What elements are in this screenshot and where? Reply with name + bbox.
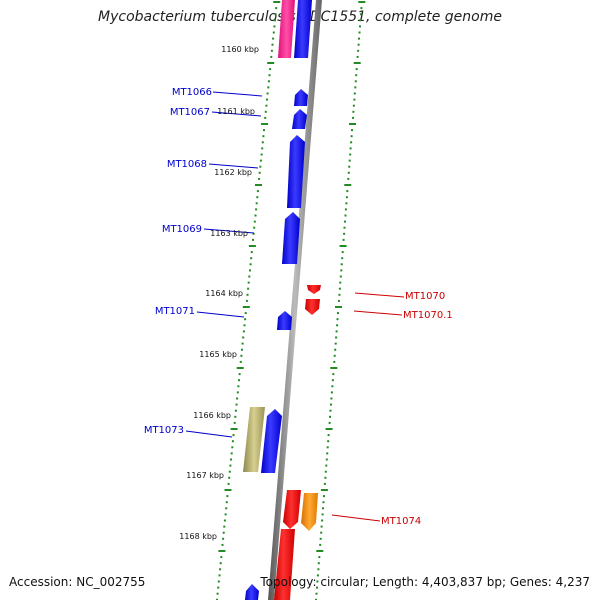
connector-mt1069 — [203, 228, 255, 234]
gene-label-mt1070[interactable]: MT1070 — [405, 291, 445, 302]
feature-magenta — [278, 0, 295, 58]
feature-blue-top — [294, 0, 312, 58]
gene-mt1068-shape — [287, 135, 305, 208]
gene-label-mt1067[interactable]: MT1067 — [170, 107, 210, 118]
gene-mt1071-shape — [277, 311, 292, 330]
gene-mt1067-shape — [292, 109, 307, 129]
tick-label-1162: 1162 kbp — [214, 168, 252, 177]
gene-mt1073-shape — [261, 409, 282, 473]
gene-mt1074-shape — [301, 493, 318, 531]
feature-olive — [243, 407, 265, 472]
gene-label-mt1073[interactable]: MT1073 — [144, 425, 184, 436]
tick-label-1161: 1161 kbp — [217, 107, 255, 116]
label-connectors — [185, 91, 405, 522]
gene-mt1070-1-shape — [305, 299, 320, 315]
gene-label-mt1070-1[interactable]: MT1070.1 — [403, 310, 453, 321]
tick-label-1165: 1165 kbp — [199, 350, 237, 359]
gene-mt1070-shape — [307, 285, 321, 294]
forward-strand-features — [243, 0, 312, 600]
connector-mt1067 — [211, 111, 262, 117]
gene-labels: MT1066 MT1067 MT1068 MT1069 MT1071 MT107… — [144, 87, 453, 527]
tick-ring-inner — [216, 1, 281, 600]
feature-red-upper — [283, 490, 301, 529]
connector-mt1066 — [212, 91, 263, 97]
feature-blue-bottom — [245, 584, 259, 600]
gene-label-mt1068[interactable]: MT1068 — [167, 159, 207, 170]
reverse-strand-features — [274, 285, 321, 600]
connector-mt1071 — [196, 311, 245, 318]
connector-mt1070 — [354, 292, 405, 298]
gene-label-mt1071[interactable]: MT1071 — [155, 306, 195, 317]
tick-label-1164: 1164 kbp — [205, 289, 243, 298]
accession-text: Accession: NC_002755 — [9, 575, 146, 589]
gene-mt1069-shape — [282, 212, 300, 264]
gene-label-mt1074[interactable]: MT1074 — [381, 516, 421, 527]
tick-label-1160: 1160 kbp — [221, 45, 259, 54]
tick-label-1168: 1168 kbp — [179, 532, 217, 541]
tick-ring-outer — [315, 1, 366, 600]
connector-mt1073 — [185, 430, 233, 438]
tick-label-1167: 1167 kbp — [186, 471, 224, 480]
connector-mt1070-1 — [353, 310, 403, 316]
kbp-tick-labels: 1160 kbp 1161 kbp 1162 kbp 1163 kbp 1164… — [179, 45, 259, 541]
gene-label-mt1066[interactable]: MT1066 — [172, 87, 212, 98]
connector-mt1074 — [331, 514, 381, 522]
tick-label-1166: 1166 kbp — [193, 411, 231, 420]
connector-mt1068 — [208, 163, 259, 169]
feature-red-lower — [274, 529, 295, 600]
genome-summary-text: Topology: circular; Length: 4,403,837 bp… — [260, 575, 590, 589]
tick-label-1163: 1163 kbp — [210, 229, 248, 238]
genome-backbone — [268, 0, 322, 600]
gene-mt1066-shape — [294, 89, 308, 106]
gene-label-mt1069[interactable]: MT1069 — [162, 224, 202, 235]
